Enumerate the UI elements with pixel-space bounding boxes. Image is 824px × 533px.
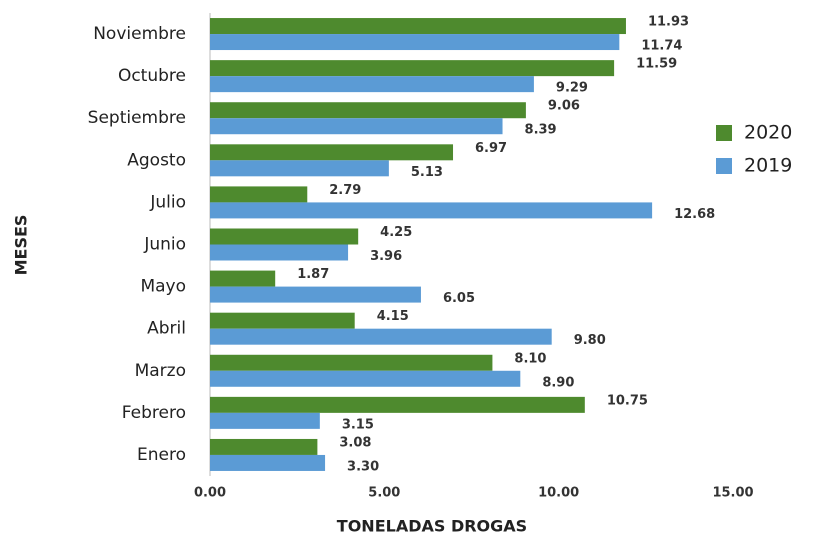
y-tick-label: Septiembre	[88, 108, 186, 128]
bar	[210, 396, 585, 413]
bar	[210, 454, 326, 471]
value-label: 4.15	[377, 309, 409, 324]
bar	[210, 160, 389, 177]
bar	[210, 202, 653, 219]
bar	[210, 286, 421, 303]
value-label: 6.05	[443, 291, 475, 306]
value-label: 8.90	[542, 375, 574, 390]
legend-label: 2020	[744, 122, 792, 144]
value-label: 8.39	[525, 123, 557, 138]
value-label: 10.75	[607, 393, 648, 408]
y-tick-label: Octubre	[118, 66, 186, 86]
bar	[210, 102, 526, 119]
value-label: 9.06	[548, 99, 580, 114]
bar	[210, 76, 534, 93]
x-tick-label: 0.00	[194, 486, 226, 501]
value-label: 3.96	[370, 249, 402, 264]
bar	[210, 228, 359, 245]
y-tick-label: Junio	[143, 235, 186, 255]
bar	[210, 270, 276, 287]
x-tick-label: 10.00	[538, 486, 579, 501]
y-tick-label: Enero	[137, 445, 186, 465]
x-tick-label: 5.00	[368, 486, 400, 501]
bar	[210, 328, 552, 345]
value-label: 1.87	[297, 267, 329, 282]
bar	[210, 244, 349, 261]
bar	[210, 412, 320, 429]
value-label: 11.59	[636, 57, 677, 72]
value-label: 5.13	[411, 165, 443, 180]
bar	[210, 118, 503, 135]
legend-label: 2019	[744, 155, 792, 177]
y-tick-label: Noviembre	[93, 24, 186, 44]
bar	[210, 354, 493, 371]
value-label: 11.93	[648, 15, 689, 30]
value-label: 4.25	[380, 225, 412, 240]
y-tick-label: Mayo	[140, 277, 186, 297]
x-tick-label: 15.00	[712, 486, 753, 501]
y-tick-label: Julio	[149, 192, 186, 212]
y-tick-label: Abril	[147, 319, 186, 339]
x-axis-title: TONELADAS DROGAS	[337, 517, 527, 533]
value-label: 9.80	[574, 333, 606, 348]
value-label: 2.79	[329, 183, 361, 198]
value-label: 11.74	[641, 39, 682, 54]
bar	[210, 186, 308, 203]
bar	[210, 438, 318, 455]
y-tick-label: Marzo	[135, 361, 186, 381]
bar	[210, 370, 521, 387]
y-tick-label: Agosto	[127, 150, 186, 170]
bar	[210, 18, 626, 35]
bar	[210, 312, 355, 329]
bar	[210, 34, 620, 51]
value-label: 9.29	[556, 81, 588, 96]
legend-swatch	[716, 158, 732, 174]
legend-swatch	[716, 125, 732, 141]
bar	[210, 144, 454, 161]
y-tick-label: Febrero	[122, 403, 186, 423]
value-label: 3.08	[339, 435, 371, 450]
value-label: 6.97	[475, 141, 507, 156]
value-label: 3.15	[342, 417, 374, 432]
value-label: 8.10	[514, 351, 546, 366]
value-label: 12.68	[674, 207, 715, 222]
value-label: 3.30	[347, 459, 379, 474]
y-axis-title: MESES	[12, 215, 31, 276]
bar	[210, 60, 615, 77]
